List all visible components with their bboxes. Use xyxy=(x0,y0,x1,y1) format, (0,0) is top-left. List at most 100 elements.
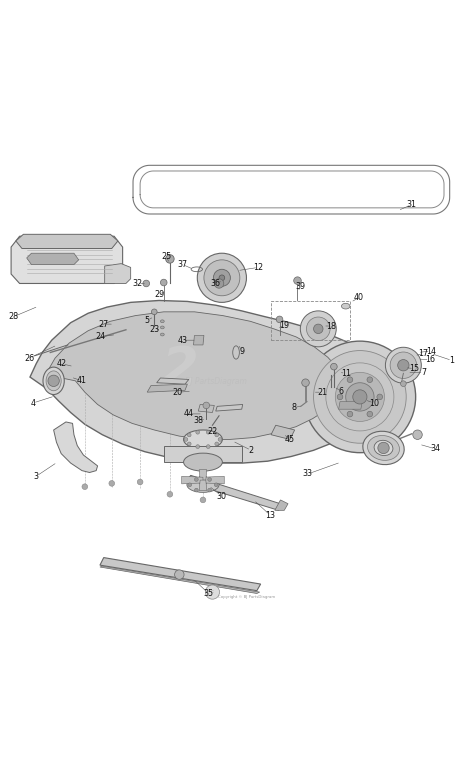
Text: 9: 9 xyxy=(239,346,244,356)
Circle shape xyxy=(276,316,283,322)
Ellipse shape xyxy=(46,371,61,391)
Polygon shape xyxy=(156,378,189,384)
Text: 7: 7 xyxy=(421,368,426,376)
Circle shape xyxy=(314,351,406,443)
Text: 45: 45 xyxy=(285,435,295,444)
Polygon shape xyxy=(105,264,131,284)
Circle shape xyxy=(218,438,222,441)
Polygon shape xyxy=(27,254,79,264)
Circle shape xyxy=(304,341,416,453)
Circle shape xyxy=(197,254,246,302)
Text: 41: 41 xyxy=(77,376,87,385)
Text: 27: 27 xyxy=(99,319,109,329)
Polygon shape xyxy=(203,476,224,484)
Ellipse shape xyxy=(160,320,164,322)
Text: 10: 10 xyxy=(369,399,379,407)
Circle shape xyxy=(188,483,191,487)
Circle shape xyxy=(378,442,389,454)
Text: 4: 4 xyxy=(30,399,36,407)
Circle shape xyxy=(198,475,208,485)
Polygon shape xyxy=(193,335,204,345)
Text: 13: 13 xyxy=(265,510,275,519)
Circle shape xyxy=(347,411,353,417)
Circle shape xyxy=(194,478,198,482)
Circle shape xyxy=(143,280,150,287)
Circle shape xyxy=(367,377,373,383)
Text: 12: 12 xyxy=(253,263,264,272)
Circle shape xyxy=(200,497,206,502)
Circle shape xyxy=(401,381,406,386)
Text: 19: 19 xyxy=(279,321,289,329)
Ellipse shape xyxy=(183,453,222,471)
Circle shape xyxy=(206,444,210,448)
Text: 14: 14 xyxy=(426,346,436,356)
Circle shape xyxy=(301,311,336,347)
Text: 17: 17 xyxy=(419,349,429,358)
Circle shape xyxy=(152,309,157,315)
Polygon shape xyxy=(271,425,295,439)
Text: 2: 2 xyxy=(162,344,199,396)
Circle shape xyxy=(367,411,373,417)
Polygon shape xyxy=(147,384,187,392)
Text: 1: 1 xyxy=(449,356,455,365)
Circle shape xyxy=(82,484,88,489)
Polygon shape xyxy=(199,470,207,480)
Circle shape xyxy=(302,379,310,386)
Text: 35: 35 xyxy=(203,589,214,598)
Text: 43: 43 xyxy=(178,335,188,345)
Circle shape xyxy=(196,444,200,448)
Ellipse shape xyxy=(183,430,222,449)
Circle shape xyxy=(204,260,240,296)
Circle shape xyxy=(203,402,210,409)
Polygon shape xyxy=(100,566,260,594)
Circle shape xyxy=(346,383,374,411)
Circle shape xyxy=(377,394,383,400)
Circle shape xyxy=(294,277,301,284)
Text: 42: 42 xyxy=(57,359,67,368)
Circle shape xyxy=(167,492,173,497)
Text: 32: 32 xyxy=(133,279,143,288)
Circle shape xyxy=(109,481,115,486)
Text: 25: 25 xyxy=(161,252,171,261)
Text: 36: 36 xyxy=(211,279,221,288)
Polygon shape xyxy=(11,237,123,284)
Text: 8: 8 xyxy=(291,404,296,412)
Text: 23: 23 xyxy=(149,325,159,334)
Circle shape xyxy=(214,279,224,288)
Text: 34: 34 xyxy=(430,444,440,454)
Polygon shape xyxy=(198,404,214,413)
Circle shape xyxy=(208,478,211,482)
Text: 20: 20 xyxy=(173,388,183,397)
Text: 30: 30 xyxy=(217,492,227,501)
Circle shape xyxy=(213,269,230,286)
Circle shape xyxy=(196,431,200,434)
Ellipse shape xyxy=(187,477,219,492)
Bar xyxy=(271,301,350,340)
Text: 24: 24 xyxy=(95,332,105,342)
Polygon shape xyxy=(216,404,243,411)
Polygon shape xyxy=(275,500,288,510)
Circle shape xyxy=(390,352,417,379)
Polygon shape xyxy=(46,312,341,439)
Circle shape xyxy=(165,254,174,263)
Circle shape xyxy=(184,438,188,441)
Text: 11: 11 xyxy=(341,369,351,378)
Polygon shape xyxy=(164,445,242,462)
Circle shape xyxy=(307,317,330,341)
Circle shape xyxy=(335,373,384,421)
Circle shape xyxy=(353,390,367,404)
Text: 18: 18 xyxy=(327,322,337,331)
Text: 39: 39 xyxy=(296,282,306,291)
Text: 3: 3 xyxy=(34,472,39,481)
Ellipse shape xyxy=(43,367,64,394)
Circle shape xyxy=(160,279,167,286)
Circle shape xyxy=(330,363,337,370)
Text: 38: 38 xyxy=(193,416,203,425)
Polygon shape xyxy=(182,476,203,484)
Text: C: C xyxy=(211,590,214,594)
Text: 33: 33 xyxy=(303,469,313,478)
Text: Copyright © BJ PartsDiagram: Copyright © BJ PartsDiagram xyxy=(218,594,275,599)
Circle shape xyxy=(208,489,211,492)
Circle shape xyxy=(48,375,59,386)
Circle shape xyxy=(137,479,143,485)
